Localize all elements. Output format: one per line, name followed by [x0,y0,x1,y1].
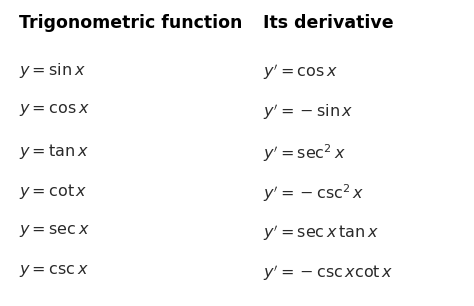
Text: Trigonometric function: Trigonometric function [19,14,242,32]
Text: $y' = \sec x\,\tan x$: $y' = \sec x\,\tan x$ [263,223,379,243]
Text: $y = \tan x$: $y = \tan x$ [19,142,89,161]
Text: $y = \csc x$: $y = \csc x$ [19,263,89,279]
Text: $y' = \sec^2 x$: $y' = \sec^2 x$ [263,142,346,164]
Text: $y = \cot x$: $y = \cot x$ [19,182,88,201]
Text: Its derivative: Its derivative [263,14,394,32]
Text: $y = \sin x$: $y = \sin x$ [19,61,86,80]
Text: $y' = -\csc x\cot x$: $y' = -\csc x\cot x$ [263,263,393,283]
Text: $y = \cos x$: $y = \cos x$ [19,102,90,118]
Text: $y = \sec x$: $y = \sec x$ [19,223,90,239]
Text: $y' = -\csc^2 x$: $y' = -\csc^2 x$ [263,182,365,204]
Text: $y' = -\sin x$: $y' = -\sin x$ [263,102,354,122]
Text: $y' = \cos x$: $y' = \cos x$ [263,61,338,81]
